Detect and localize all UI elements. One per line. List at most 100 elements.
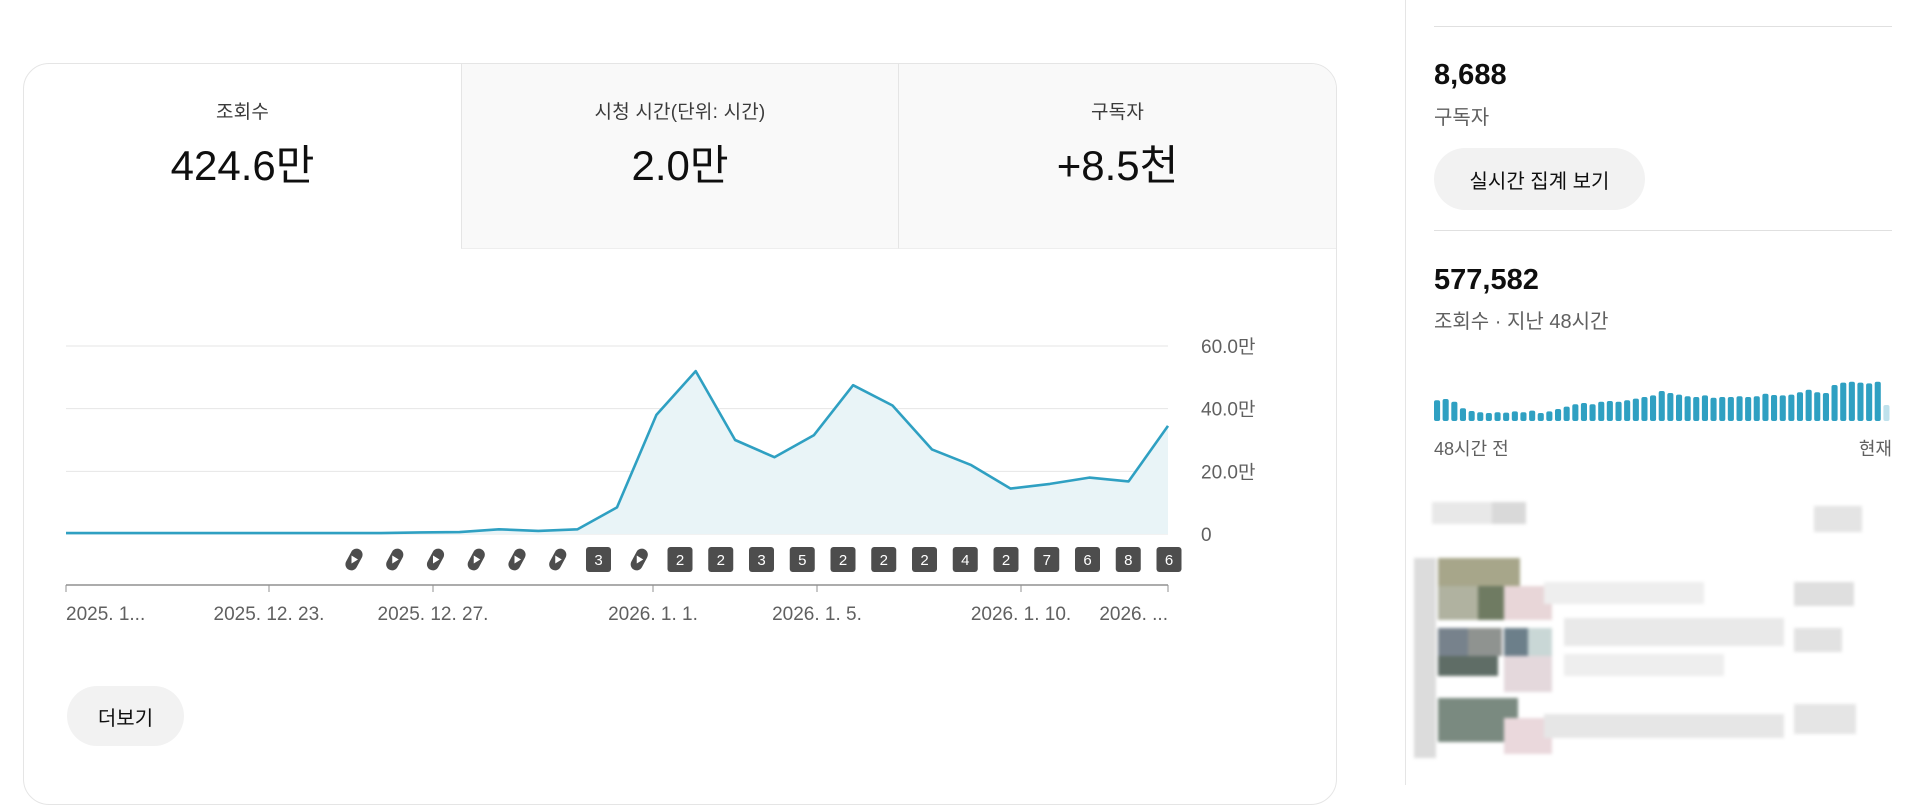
realtime-bar	[1589, 404, 1596, 421]
realtime-views-count: 577,582	[1434, 264, 1539, 296]
area-fill	[66, 371, 1168, 534]
tab-subscribers-label: 구독자	[1090, 102, 1145, 123]
realtime-bar	[1485, 413, 1492, 421]
spark-end-label: 현재	[1858, 439, 1892, 459]
x-tick-label: 2026. 1. 5.	[772, 604, 862, 625]
upload-count-badge[interactable]: 7	[1034, 547, 1060, 572]
shorts-icon[interactable]	[547, 547, 568, 573]
series-line	[66, 369, 1170, 535]
subscriber-count: 8,688	[1434, 59, 1507, 91]
realtime-bar	[1459, 408, 1466, 421]
tab-subscribers[interactable]: 구독자 +8.5천	[898, 64, 1336, 249]
upload-count-badge[interactable]: 8	[1115, 547, 1141, 572]
realtime-bar	[1451, 401, 1458, 421]
upload-count-badge[interactable]: 2	[993, 547, 1019, 572]
svg-text:5: 5	[798, 552, 806, 569]
realtime-bar	[1511, 411, 1518, 421]
realtime-bar	[1822, 393, 1829, 421]
tab-views[interactable]: 조회수 424.6만	[24, 64, 461, 249]
views-chart: 60.0만 40.0만 20.0만 0 3 2 2 3 5 2 2 2 4 2 7 6 8 6 2025. 1...…	[65, 336, 1255, 625]
realtime-bar	[1874, 381, 1881, 421]
y-tick-label: 0	[1201, 525, 1212, 546]
upload-count-badge[interactable]: 2	[708, 547, 734, 572]
upload-count-badge[interactable]: 3	[749, 547, 774, 572]
realtime-bar	[1727, 397, 1734, 421]
subscriber-count-label: 구독자	[1434, 107, 1490, 129]
svg-text:2: 2	[839, 552, 847, 569]
svg-text:2: 2	[676, 552, 684, 569]
shorts-icon[interactable]	[629, 547, 650, 573]
svg-text:2: 2	[880, 552, 888, 569]
svg-text:2: 2	[920, 552, 928, 569]
realtime-bar	[1840, 382, 1847, 421]
upload-count-badge[interactable]: 6	[1075, 547, 1100, 572]
shorts-icon[interactable]	[506, 547, 527, 573]
svg-text:6: 6	[1165, 552, 1173, 569]
realtime-bar	[1537, 413, 1544, 421]
tab-views-value: 424.6만	[170, 142, 315, 189]
upload-count-badge[interactable]: 2	[667, 547, 693, 572]
realtime-bar	[1701, 395, 1708, 421]
svg-text:8: 8	[1124, 552, 1132, 569]
realtime-bar	[1563, 406, 1570, 421]
svg-text:7: 7	[1043, 552, 1051, 569]
upload-count-badge[interactable]: 2	[912, 547, 937, 572]
upload-count-badge[interactable]: 5	[789, 547, 815, 572]
shorts-icon[interactable]	[384, 547, 405, 573]
realtime-bar	[1477, 412, 1484, 421]
realtime-bar	[1650, 395, 1657, 421]
shorts-icon[interactable]	[466, 547, 487, 573]
divider	[1434, 230, 1892, 231]
upload-count-badge[interactable]: 2	[871, 547, 897, 572]
realtime-bar	[1866, 383, 1873, 421]
shorts-icon[interactable]	[343, 547, 364, 573]
realtime-bar	[1805, 389, 1812, 421]
realtime-bar	[1719, 397, 1726, 421]
realtime-bar	[1710, 397, 1717, 421]
upload-count-badge[interactable]: 6	[1156, 547, 1182, 572]
realtime-bar	[1771, 395, 1778, 421]
spark-start-label: 48시간 전	[1434, 439, 1509, 459]
svg-text:2: 2	[717, 552, 725, 569]
divider	[1434, 26, 1892, 27]
svg-text:3: 3	[594, 552, 602, 569]
realtime-bar	[1831, 385, 1838, 421]
realtime-bar	[1494, 412, 1501, 421]
realtime-button[interactable]: 실시간 집계 보기	[1434, 148, 1645, 210]
upload-count-badge[interactable]: 4	[952, 547, 978, 572]
upload-count-badge[interactable]: 2	[830, 547, 856, 572]
y-tick-label: 60.0만	[1201, 336, 1255, 358]
realtime-panel: 8,688 구독자 실시간 집계 보기 577,582 조회수 · 지난 48시…	[1434, 0, 1892, 785]
realtime-bar	[1667, 393, 1674, 421]
realtime-bar	[1546, 411, 1553, 421]
svg-text:2: 2	[1002, 552, 1010, 569]
realtime-bar	[1883, 405, 1890, 421]
realtime-bar	[1606, 401, 1613, 421]
realtime-bar	[1529, 410, 1536, 421]
x-tick-label: 2025. 12. 23.	[214, 604, 325, 625]
x-tick-label: 2025. 1...	[66, 604, 145, 625]
x-tick-label: 2025. 12. 27.	[378, 604, 489, 625]
realtime-bar	[1555, 409, 1562, 421]
tab-watch-time-value: 2.0만	[631, 142, 729, 189]
panel-divider	[1405, 0, 1406, 785]
realtime-bar	[1580, 403, 1587, 421]
shorts-icon[interactable]	[425, 547, 446, 573]
realtime-bar	[1615, 401, 1622, 421]
more-button[interactable]: 더보기	[67, 686, 184, 746]
realtime-bar	[1788, 394, 1795, 421]
tab-views-label: 조회수	[215, 102, 270, 123]
upload-count-badge[interactable]: 3	[586, 547, 611, 572]
realtime-bar	[1857, 382, 1864, 421]
tab-watch-time-label: 시청 시간(단위: 시간)	[594, 102, 766, 123]
blurred-top-content-list	[1414, 478, 1892, 785]
analytics-card: 조회수 424.6만 시청 시간(단위: 시간) 2.0만 구독자 +8.5천 …	[23, 63, 1337, 805]
realtime-bar	[1762, 393, 1769, 421]
realtime-bar	[1503, 412, 1510, 421]
realtime-bar	[1598, 401, 1605, 421]
realtime-bar	[1736, 396, 1743, 421]
tab-watch-time[interactable]: 시청 시간(단위: 시간) 2.0만	[461, 64, 898, 249]
realtime-bar	[1468, 411, 1475, 421]
realtime-bar	[1693, 397, 1700, 421]
svg-text:3: 3	[757, 552, 765, 569]
